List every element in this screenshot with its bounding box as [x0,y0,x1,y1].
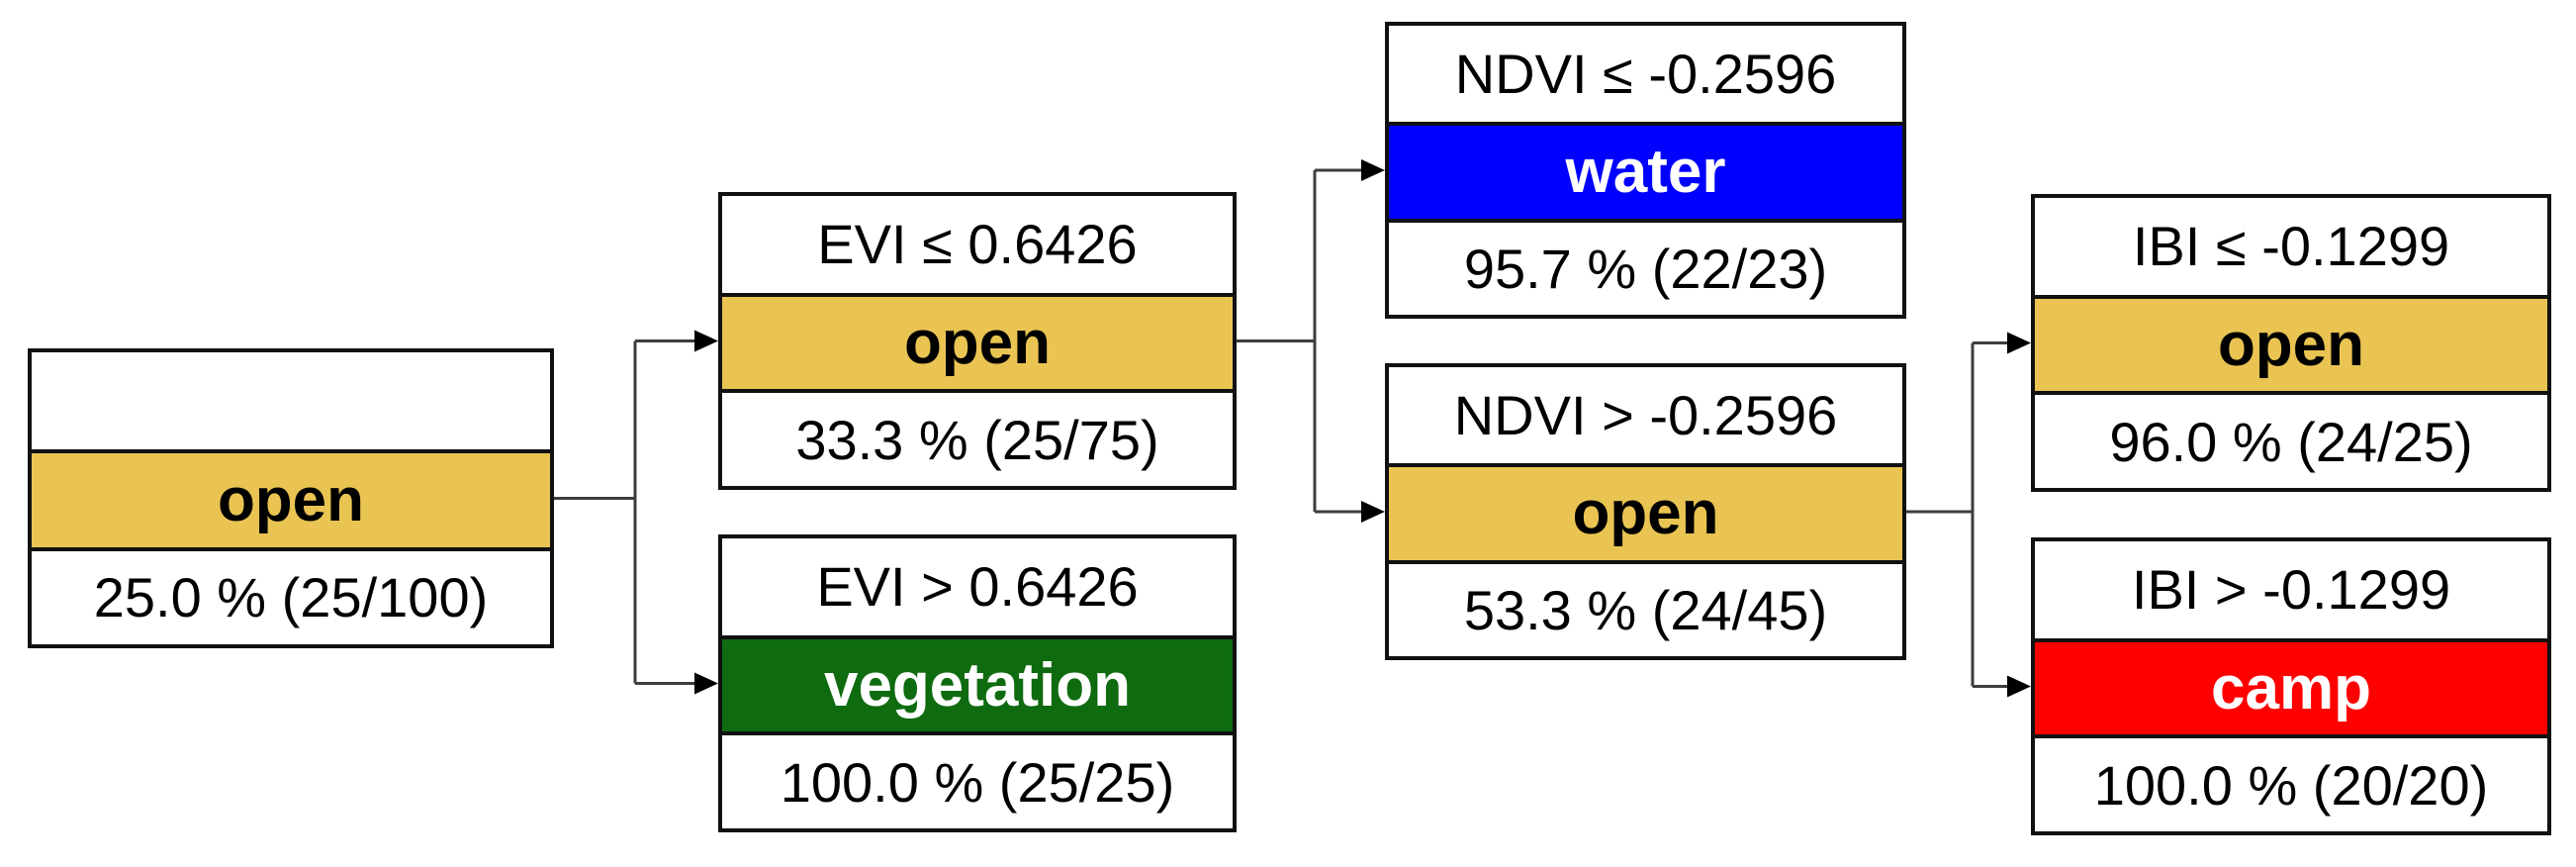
node-condition: IBI ≤ -0.1299 [2132,215,2450,278]
node-class-label: open [32,449,550,547]
node-class-label: open [722,292,1233,390]
node-ndvi-le: NDVI ≤ -0.2596 water 95.7 % (22/23) [1385,22,1906,319]
node-class-label: open [1389,463,1902,560]
node-condition [32,352,550,449]
node-evi-le: EVI ≤ 0.6426 open 33.3 % (25/75) [718,192,1237,490]
node-ibi-gt: IBI > -0.1299 camp 100.0 % (20/20) [2031,537,2551,835]
node-stats: 53.3 % (24/45) [1389,559,1902,656]
node-condition: EVI > 0.6426 [816,555,1139,619]
node-class-label: water [1389,122,1902,219]
node-stats: 96.0 % (24/25) [2035,391,2547,488]
node-stats: 33.3 % (25/75) [722,389,1233,486]
arrowhead-icon [2007,675,2031,698]
arrowhead-icon [694,330,718,352]
arrowhead-icon [1361,501,1385,523]
node-stats: 100.0 % (20/20) [2035,734,2547,831]
arrowhead-icon [1361,159,1385,181]
node-evi-gt: EVI > 0.6426 vegetation 100.0 % (25/25) [718,534,1237,832]
node-ndvi-gt: NDVI > -0.2596 open 53.3 % (24/45) [1385,363,1906,660]
node-condition: NDVI ≤ -0.2596 [1454,43,1837,106]
arrowhead-icon [694,672,718,695]
node-stats: 25.0 % (25/100) [32,546,550,644]
node-stats: 95.7 % (22/23) [1389,218,1902,315]
node-class-label: open [2035,294,2547,392]
node-root: open 25.0 % (25/100) [28,348,554,648]
node-condition: EVI ≤ 0.6426 [817,213,1138,276]
node-ibi-le: IBI ≤ -0.1299 open 96.0 % (24/25) [2031,194,2551,492]
node-stats: 100.0 % (25/25) [722,731,1233,828]
node-condition: NDVI > -0.2596 [1453,384,1838,447]
node-class-label: vegetation [722,634,1233,732]
arrowhead-icon [2007,332,2031,354]
node-condition: IBI > -0.1299 [2131,558,2451,622]
node-class-label: camp [2035,637,2547,735]
